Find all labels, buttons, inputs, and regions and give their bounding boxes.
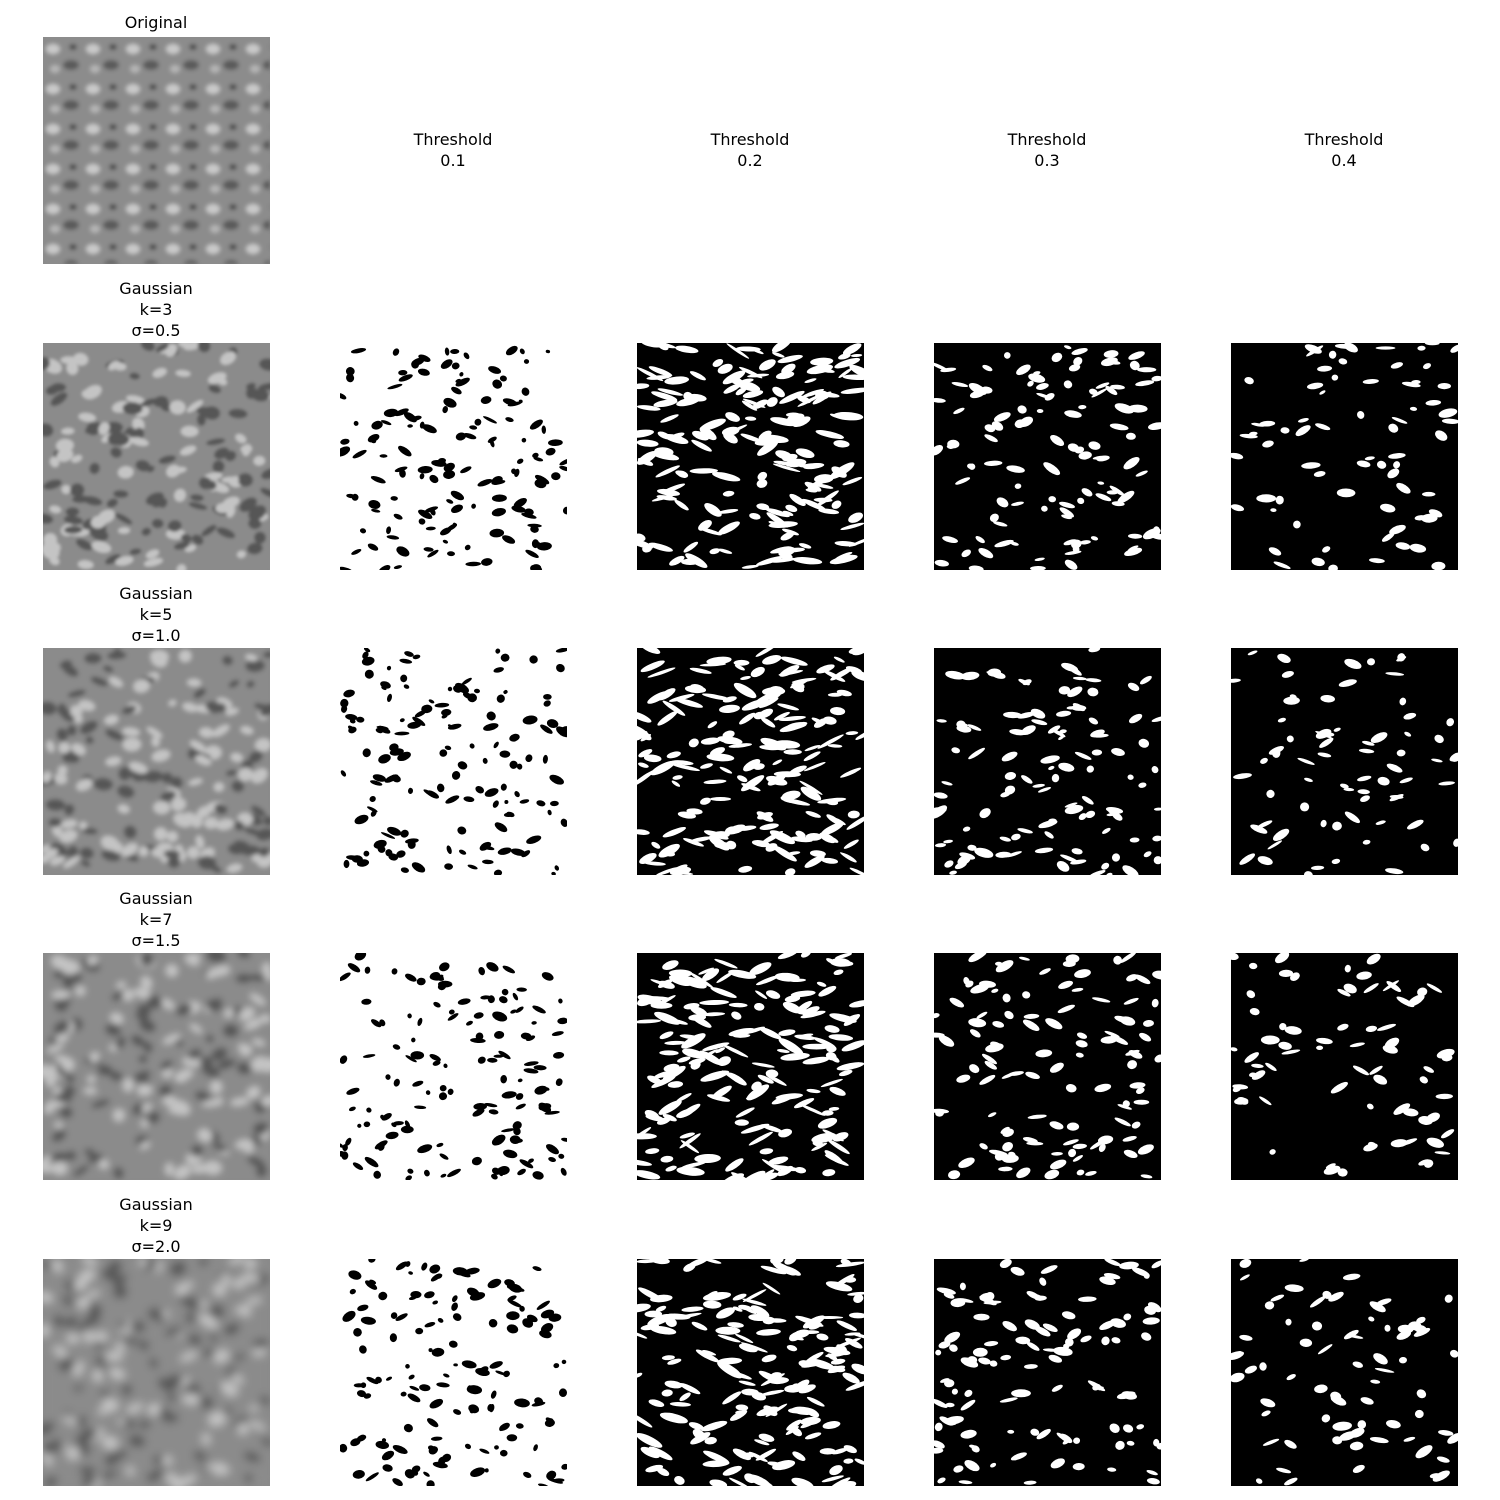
binary-texture	[1231, 343, 1458, 570]
blurred-image-row-1	[43, 648, 270, 875]
column-title-2: Threshold 0.3	[1007, 130, 1087, 170]
row-title-1: Gaussian k=5 σ=1.0	[119, 584, 193, 645]
blurred-texture	[43, 1259, 270, 1486]
threshold-image-row-0-col-0	[340, 343, 567, 570]
threshold-image-row-0-col-2	[934, 343, 1161, 570]
original-texture	[43, 37, 270, 264]
binary-texture	[1231, 1259, 1458, 1486]
threshold-image-row-3-col-0	[340, 1259, 567, 1486]
blurred-image-row-2	[43, 953, 270, 1180]
binary-texture	[934, 1259, 1161, 1486]
threshold-image-row-0-col-3	[1231, 343, 1458, 570]
binary-texture	[934, 648, 1161, 875]
row-title-3: Gaussian k=9 σ=2.0	[119, 1195, 193, 1256]
binary-texture	[934, 953, 1161, 1180]
binary-texture	[340, 648, 567, 875]
threshold-image-row-2-col-3	[1231, 953, 1458, 1180]
original-title: Original	[124, 13, 188, 32]
binary-texture	[637, 953, 864, 1180]
threshold-image-row-2-col-0	[340, 953, 567, 1180]
blurred-image-row-3	[43, 1259, 270, 1486]
threshold-image-row-1-col-1	[637, 648, 864, 875]
binary-texture	[637, 648, 864, 875]
binary-texture	[340, 1259, 567, 1486]
threshold-image-row-3-col-2	[934, 1259, 1161, 1486]
threshold-image-row-2-col-2	[934, 953, 1161, 1180]
original-image	[43, 37, 270, 264]
threshold-image-row-1-col-0	[340, 648, 567, 875]
binary-texture	[934, 343, 1161, 570]
column-title-1: Threshold 0.2	[710, 130, 790, 170]
threshold-image-row-2-col-1	[637, 953, 864, 1180]
column-title-0: Threshold 0.1	[413, 130, 493, 170]
binary-texture	[637, 1259, 864, 1486]
binary-texture	[340, 343, 567, 570]
threshold-image-row-1-col-2	[934, 648, 1161, 875]
blurred-texture	[43, 343, 270, 570]
binary-texture	[1231, 953, 1458, 1180]
binary-texture	[340, 953, 567, 1180]
threshold-image-row-1-col-3	[1231, 648, 1458, 875]
row-title-2: Gaussian k=7 σ=1.5	[119, 889, 193, 950]
blurred-image-row-0	[43, 343, 270, 570]
threshold-image-row-3-col-1	[637, 1259, 864, 1486]
blurred-texture	[43, 953, 270, 1180]
threshold-image-row-3-col-3	[1231, 1259, 1458, 1486]
column-title-3: Threshold 0.4	[1304, 130, 1384, 170]
blurred-texture	[43, 648, 270, 875]
row-title-0: Gaussian k=3 σ=0.5	[119, 279, 193, 340]
binary-texture	[637, 343, 864, 570]
threshold-image-row-0-col-1	[637, 343, 864, 570]
binary-texture	[1231, 648, 1458, 875]
